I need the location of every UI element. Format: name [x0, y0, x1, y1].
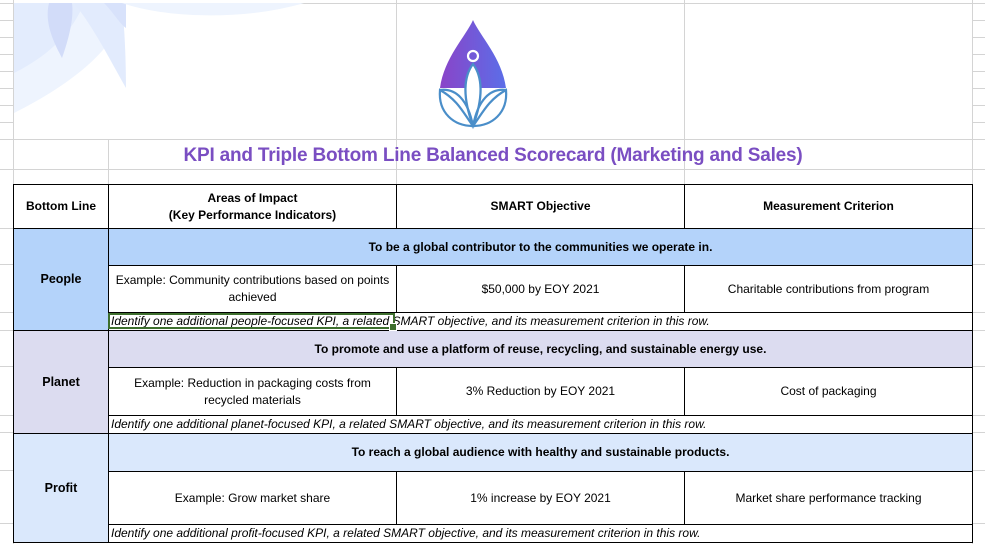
people-goal[interactable]: To be a global contributor to the commun…: [108, 228, 973, 266]
profit-goal[interactable]: To reach a global audience with healthy …: [108, 433, 973, 472]
profit-hint-row: Identify one additional profit-focused K…: [14, 524, 973, 543]
header-bottom-line[interactable]: Bottom Line: [13, 184, 109, 229]
people-measurement[interactable]: Charitable contributions from program: [684, 265, 973, 313]
people-hint-row: Identify one additional people-focused K…: [14, 312, 973, 331]
profit-smart-objective[interactable]: 1% increase by EOY 2021: [396, 471, 685, 525]
page-title: KPI and Triple Bottom Line Balanced Scor…: [183, 145, 803, 166]
profit-hint[interactable]: Identify one additional profit-focused K…: [108, 524, 973, 543]
header-row: Bottom Line Areas of Impact (Key Perform…: [13, 184, 973, 229]
people-goal-row: People To be a global contributor to the…: [13, 228, 973, 331]
planet-measurement[interactable]: Cost of packaging: [684, 367, 973, 416]
people-smart-objective[interactable]: $50,000 by EOY 2021: [396, 265, 685, 313]
profit-example-row: Example: Grow market share 1% increase b…: [14, 471, 973, 525]
people-example-kpi[interactable]: Example: Community contributions based o…: [108, 265, 397, 313]
planet-example-row: Example: Reduction in packaging costs fr…: [14, 367, 973, 416]
bottom-line-planet[interactable]: Planet: [13, 330, 109, 434]
profit-example-kpi[interactable]: Example: Grow market share: [108, 471, 397, 525]
petal-decoration-icon: [14, 3, 304, 113]
header-areas-line1: Areas of Impact: [207, 190, 298, 205]
header-areas-of-impact[interactable]: Areas of Impact (Key Performance Indicat…: [108, 184, 397, 229]
profit-measurement[interactable]: Market share performance tracking: [684, 471, 973, 525]
planet-goal-row: Planet To promote and use a platform of …: [13, 330, 973, 434]
people-hint[interactable]: Identify one additional people-focused K…: [108, 312, 973, 331]
planet-hint[interactable]: Identify one additional planet-focused K…: [108, 415, 973, 434]
planet-smart-objective[interactable]: 3% Reduction by EOY 2021: [396, 367, 685, 416]
people-example-row: Example: Community contributions based o…: [14, 265, 973, 313]
header-areas-line2: (Key Performance Indicators): [168, 207, 337, 222]
planet-hint-row: Identify one additional planet-focused K…: [14, 415, 973, 434]
bottom-line-people[interactable]: People: [13, 228, 109, 331]
header-smart-objective[interactable]: SMART Objective: [396, 184, 685, 229]
planet-goal[interactable]: To promote and use a platform of reuse, …: [108, 330, 973, 368]
bottom-line-profit[interactable]: Profit: [13, 433, 109, 543]
lotus-drop-logo-icon: [438, 20, 508, 130]
profit-goal-row: Profit To reach a global audience with h…: [13, 433, 973, 543]
header-measurement-criterion[interactable]: Measurement Criterion: [684, 184, 973, 229]
planet-example-kpi[interactable]: Example: Reduction in packaging costs fr…: [108, 367, 397, 416]
scorecard-table: Bottom Line Areas of Impact (Key Perform…: [13, 184, 973, 543]
